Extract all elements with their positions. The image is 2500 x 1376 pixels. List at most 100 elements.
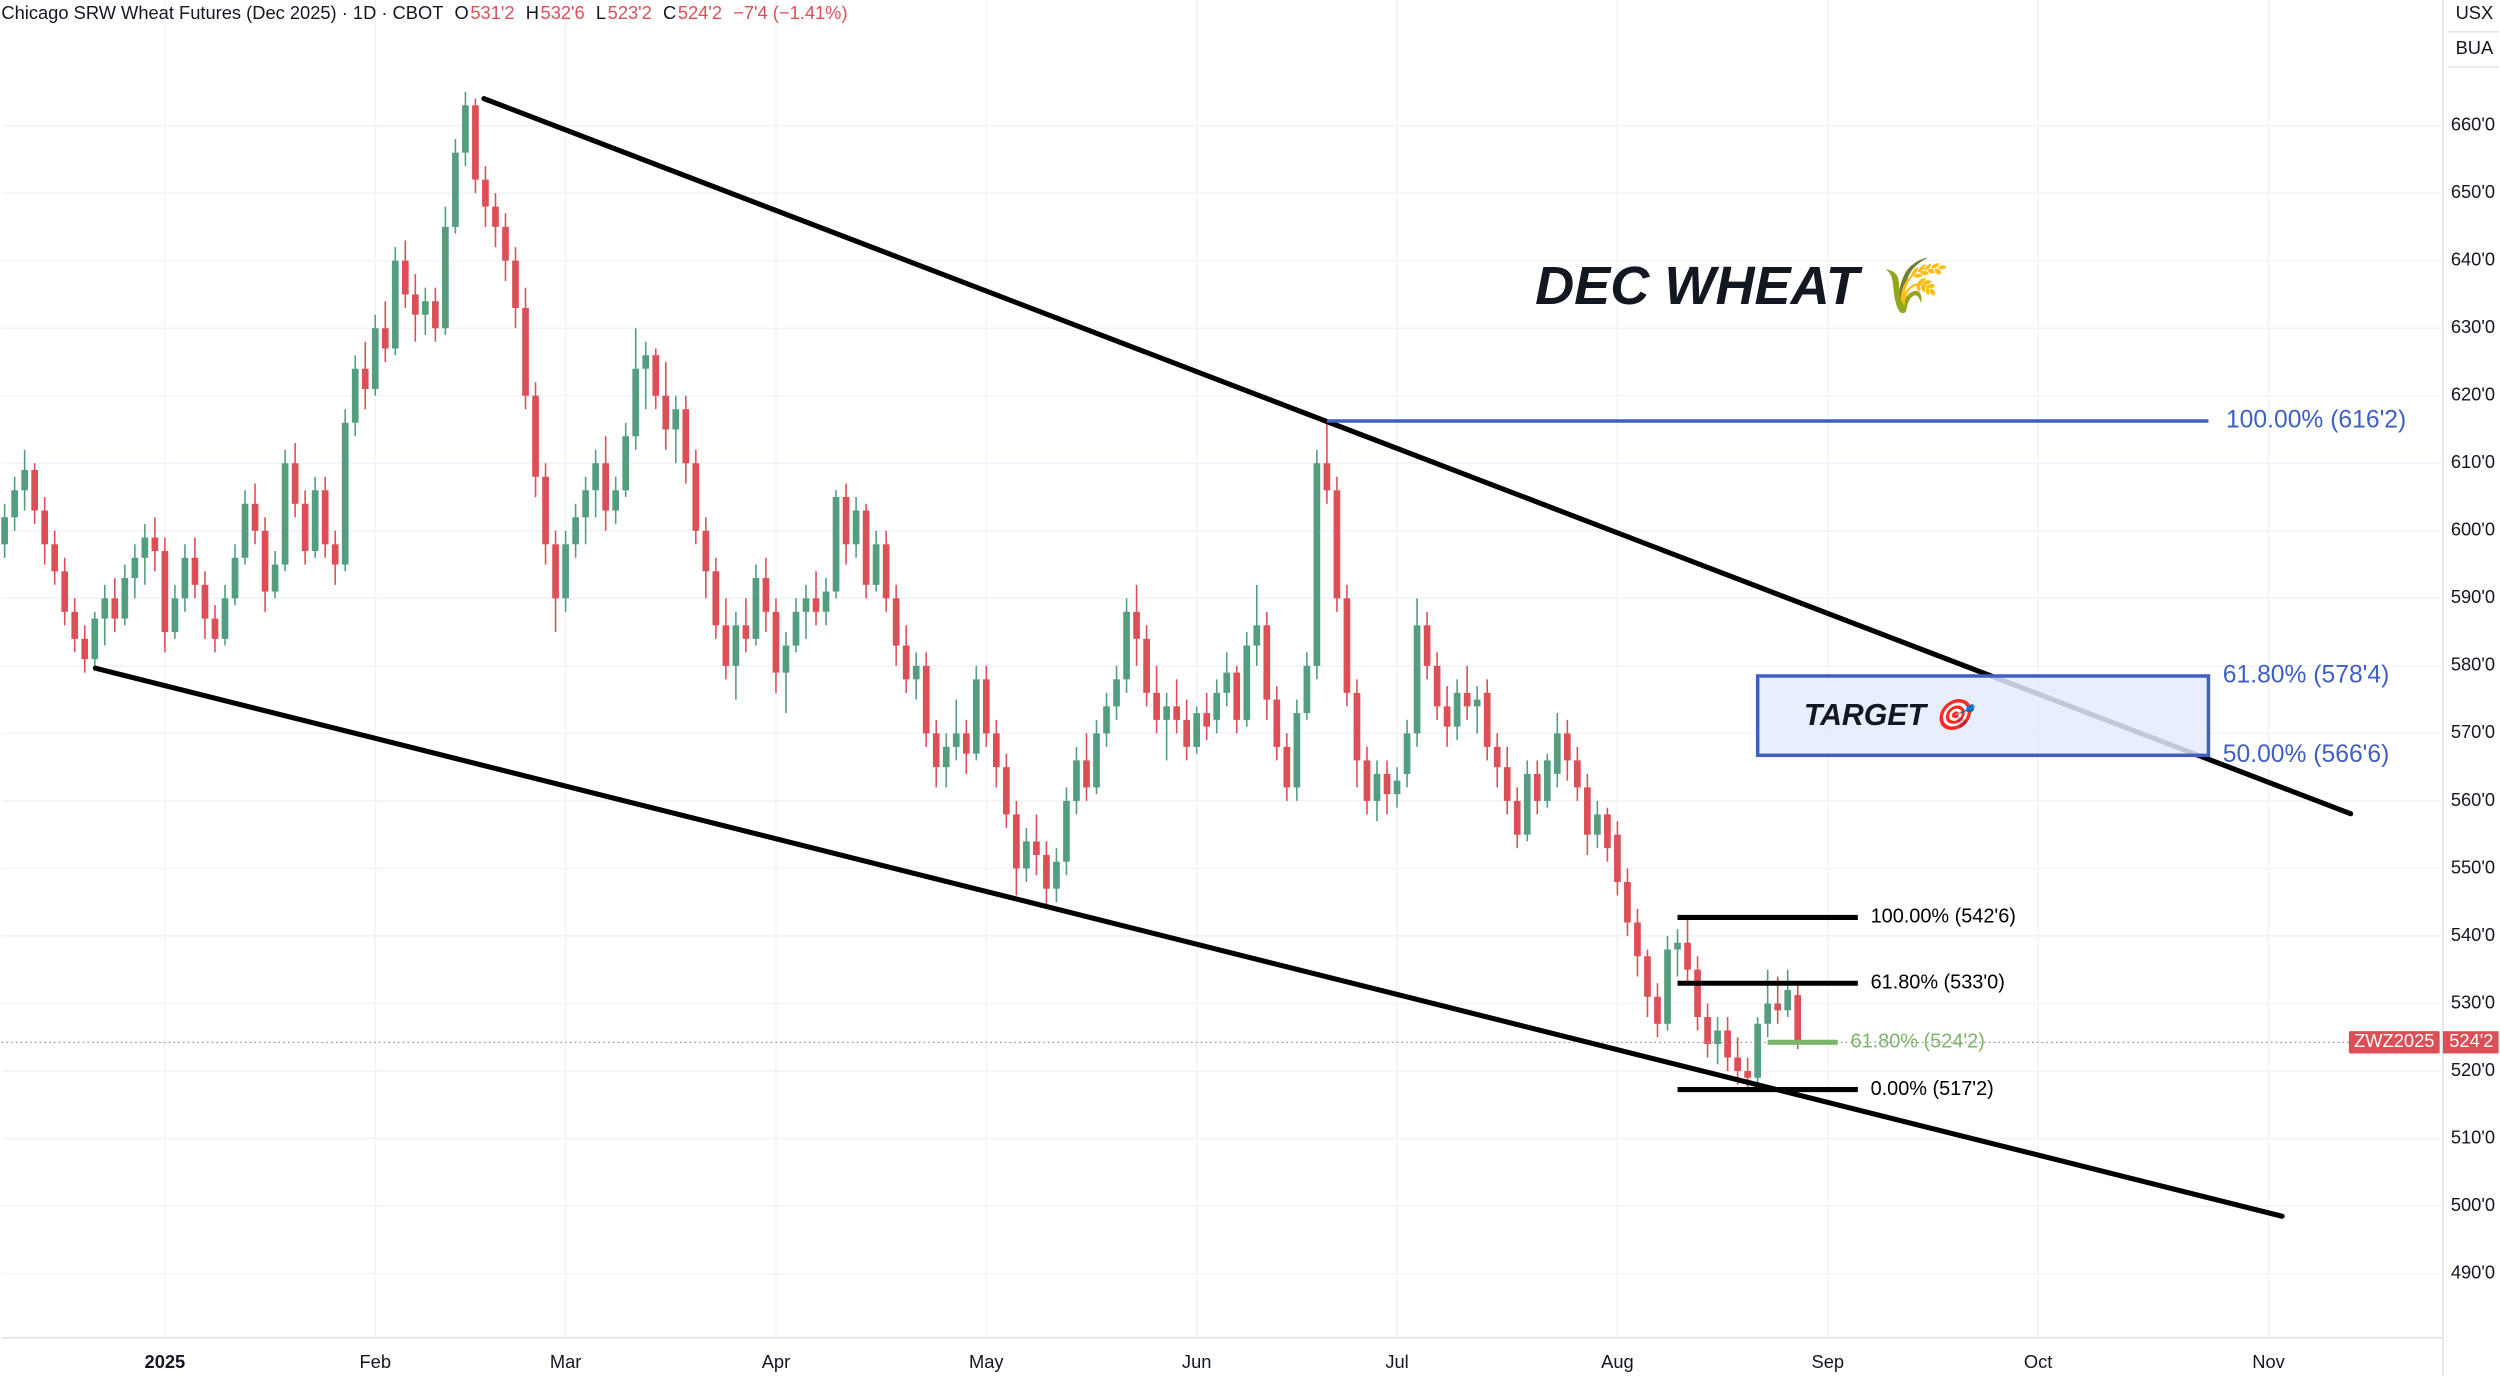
candle-body [1614, 834, 1621, 882]
candle-body [962, 733, 970, 754]
candle-body [1383, 773, 1391, 795]
candle-body [1483, 692, 1491, 747]
candle-body [702, 530, 710, 572]
x-tick-label: Aug [1601, 1351, 1634, 1372]
y-tick-label: 520'0 [2451, 1059, 2495, 1080]
target-label: TARGET 🎯 [1804, 698, 1979, 732]
candle-body [1543, 760, 1551, 801]
candle-body [321, 490, 329, 545]
candle-body [612, 490, 620, 511]
candle-body [281, 463, 289, 565]
candle-body [1734, 1057, 1741, 1072]
candle-body [562, 544, 569, 599]
y-tick-label: 550'0 [2451, 856, 2495, 877]
candle-body [311, 490, 319, 552]
candle-body [742, 625, 750, 639]
candle-body [221, 598, 229, 639]
candle-body [1133, 611, 1140, 639]
candle-body [1624, 881, 1631, 923]
candle-body [121, 578, 129, 619]
candle-body [882, 544, 890, 599]
ohlc-key: H [526, 2, 539, 23]
scale-label: USX [2456, 2, 2494, 23]
candle-body [1423, 625, 1431, 666]
candle-body [672, 409, 680, 430]
x-tick-label: Oct [2024, 1351, 2052, 1372]
candle-body [1664, 949, 1671, 1024]
x-tick-label: Nov [2252, 1351, 2285, 1372]
candle-body [762, 578, 770, 612]
x-tick-label: Jul [1385, 1351, 1408, 1372]
candle-body [1223, 672, 1231, 693]
candle-body [972, 679, 980, 754]
x-tick-label: Jun [1182, 1351, 1212, 1372]
candle-body [852, 510, 860, 545]
candle-body [732, 625, 740, 666]
candle-body [1063, 800, 1070, 862]
candle-body [782, 645, 790, 673]
candle-body [1473, 699, 1481, 707]
candle-body [482, 179, 489, 207]
fib-label: 0.00% (517'2) [1871, 1078, 1994, 1100]
y-tick-label: 560'0 [2451, 789, 2495, 810]
price-tag-label: 524'2 [2449, 1030, 2493, 1051]
candle-body [892, 598, 900, 646]
candle-body [381, 328, 389, 349]
candle-body [91, 618, 99, 660]
candle-body [1674, 942, 1681, 950]
candle-body [1373, 773, 1381, 801]
candle-body [1493, 746, 1501, 768]
x-tick-label: Sep [1812, 1351, 1845, 1372]
x-tick-label: Mar [550, 1351, 582, 1372]
candle-body [1594, 814, 1601, 835]
candle-body [432, 301, 439, 329]
candle-body [1213, 692, 1221, 720]
candle-body [1724, 1030, 1731, 1058]
candle-body [502, 226, 509, 261]
candle-body [1333, 490, 1341, 599]
candle-body [1363, 760, 1371, 801]
candle-body [952, 733, 960, 747]
candle-body [231, 557, 239, 599]
fib-label: 61.80% (578'4) [2223, 661, 2390, 688]
candle-body [932, 733, 940, 768]
candle-body [812, 598, 820, 612]
candle-body [992, 733, 1000, 768]
candle-body [241, 503, 249, 558]
candle-body [1143, 638, 1150, 693]
change-value: −7'4 (−1.41%) [733, 2, 847, 23]
candle-body [1033, 841, 1040, 855]
ohlc-value: 532'6 [541, 2, 585, 23]
candle-body [1453, 692, 1461, 727]
candle-body [21, 470, 28, 491]
candle-body [1313, 463, 1321, 666]
y-tick-label: 620'0 [2451, 384, 2495, 405]
candle-body [1654, 996, 1661, 1024]
candle-body [31, 470, 39, 511]
candle-body [251, 503, 259, 531]
candle-body [662, 395, 670, 430]
y-tick-label: 650'0 [2451, 181, 2495, 202]
candle-body [1443, 706, 1451, 727]
y-tick-label: 660'0 [2451, 113, 2495, 134]
candle-body [1744, 1071, 1751, 1078]
candle-body [301, 503, 309, 552]
candle-body [1193, 713, 1201, 747]
candle-body [752, 578, 760, 639]
candle-body [622, 436, 630, 491]
candle-body [291, 463, 299, 504]
instrument-title: Chicago SRW Wheat Futures (Dec 2025) · 1… [1, 2, 443, 23]
candle-body [772, 611, 780, 673]
candle-body [101, 598, 109, 619]
symbol-tag-label: ZWZ2025 [2354, 1030, 2434, 1051]
candle-body [191, 557, 199, 585]
candle-body [942, 746, 950, 768]
candle-body [1604, 814, 1611, 849]
candle-body [1203, 713, 1211, 727]
candle-body [271, 564, 279, 592]
candle-body [1273, 699, 1281, 747]
candle-body [1243, 645, 1251, 720]
candle-body [792, 611, 800, 646]
candle-body [1513, 800, 1521, 835]
